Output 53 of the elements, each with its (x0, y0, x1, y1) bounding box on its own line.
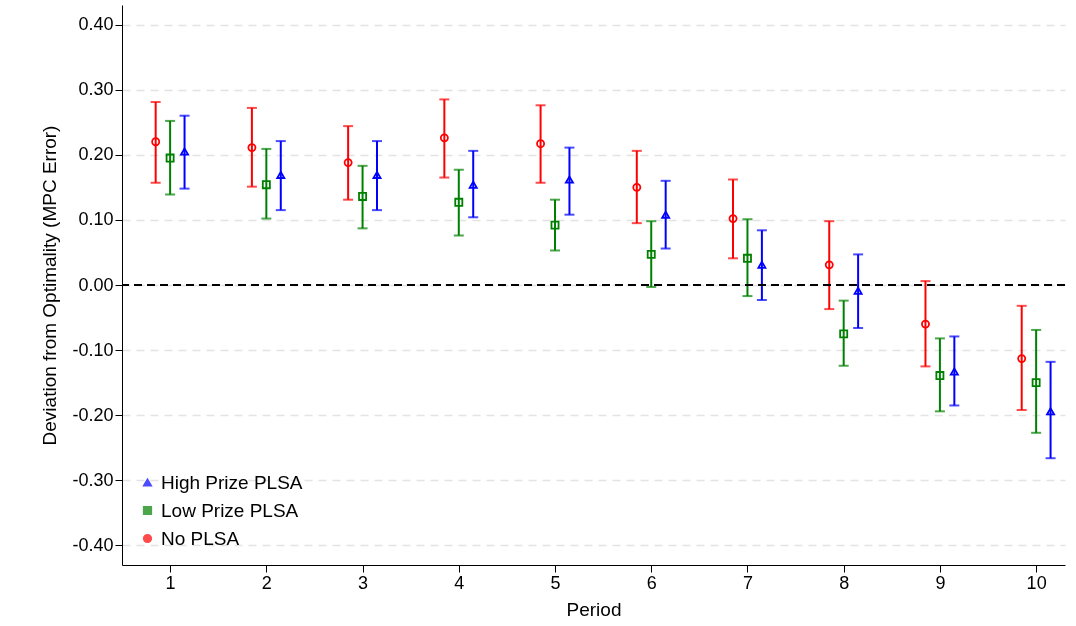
point (1031, 378, 1041, 388)
point (358, 192, 367, 201)
x-tick-label: 10 (1026, 572, 1047, 593)
point (935, 371, 945, 380)
y-tick-label: 0.00 (78, 274, 114, 295)
point (646, 249, 656, 259)
point (728, 214, 738, 224)
y-tick-label: 0.20 (78, 144, 114, 165)
point (949, 367, 959, 376)
legend-label: High Prize PLSA (161, 471, 303, 493)
x-tick-label: 6 (646, 572, 657, 593)
point (632, 182, 642, 192)
point (454, 197, 464, 207)
point (439, 133, 449, 143)
y-tick-label: -0.20 (72, 404, 114, 425)
y-tick-label: -0.10 (72, 339, 114, 360)
legend-label: No PLSA (161, 527, 240, 549)
point (261, 180, 271, 190)
point (921, 319, 930, 329)
legend-label: Low Prize PLSA (161, 499, 299, 521)
point (661, 210, 671, 219)
point (853, 286, 863, 295)
x-axis-title: Period (566, 598, 622, 620)
point (1017, 354, 1027, 364)
point (757, 260, 767, 269)
point (165, 153, 175, 163)
point (565, 175, 574, 184)
point (468, 180, 478, 189)
x-tick-label: 7 (742, 572, 753, 593)
y-tick-label: -0.30 (72, 469, 114, 490)
y-tick-label: 0.30 (78, 79, 114, 100)
y-tick-label: -0.40 (72, 534, 114, 555)
x-tick-label: 3 (358, 572, 369, 593)
x-tick-label: 4 (454, 572, 465, 593)
point (839, 329, 849, 339)
point (276, 170, 286, 179)
point (151, 137, 161, 147)
point (247, 143, 257, 153)
point (1046, 407, 1055, 416)
point (743, 253, 752, 263)
point (824, 260, 834, 270)
y-tick-label: 0.10 (78, 209, 114, 230)
point (180, 147, 189, 156)
y-tick-label: 0.40 (78, 14, 114, 35)
point (343, 158, 353, 168)
y-axis-title: Deviation from Optimality (MPC Error) (39, 125, 61, 446)
x-tick-label: 1 (165, 572, 176, 593)
x-tick-label: 9 (935, 572, 946, 593)
x-tick-label: 5 (550, 572, 561, 593)
x-tick-label: 2 (261, 572, 272, 593)
point (550, 220, 560, 230)
point (536, 139, 546, 149)
x-tick-label: 8 (839, 572, 850, 593)
